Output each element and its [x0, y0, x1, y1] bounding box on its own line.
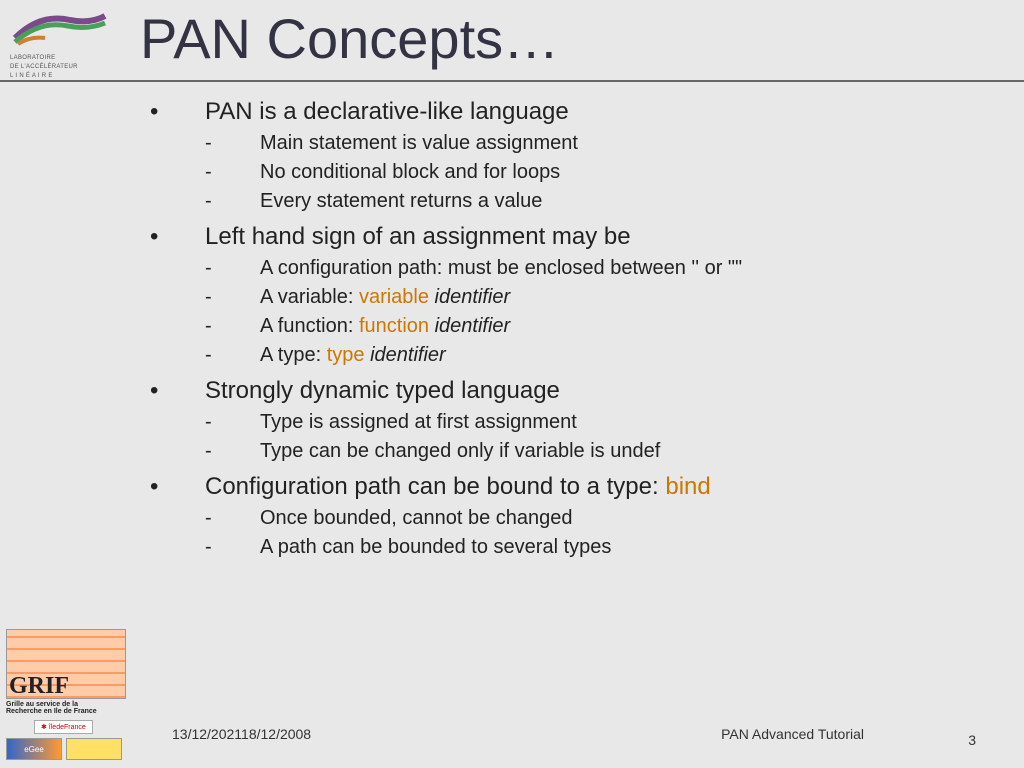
- bullet-dot-icon: •: [150, 223, 205, 251]
- sub-text: Main statement is value assignment: [260, 132, 578, 155]
- identifier: identifier: [429, 315, 510, 337]
- dash-icon: -: [205, 315, 260, 338]
- keyword: variable: [359, 286, 429, 308]
- dash-icon: -: [205, 507, 260, 530]
- dash-icon: -: [205, 440, 260, 463]
- sub-item: -No conditional block and for loops: [205, 161, 1000, 184]
- bullet-2: • Left hand sign of an assignment may be: [150, 223, 1000, 251]
- sub-text: A function: function identifier: [260, 315, 510, 338]
- sub-item: -Type can be changed only if variable is…: [205, 440, 1000, 463]
- content-area: • PAN is a declarative-like language -Ma…: [150, 98, 1000, 565]
- sub-prefix: A function:: [260, 315, 359, 337]
- dash-icon: -: [205, 132, 260, 155]
- lal-swoosh-icon: [10, 8, 110, 48]
- sub-item: -Every statement returns a value: [205, 190, 1000, 213]
- footer-page-number: 3: [968, 732, 976, 748]
- sub-prefix: A type:: [260, 344, 327, 366]
- sub-text: A variable: variable identifier: [260, 286, 510, 309]
- slide: LABORATOIRE DE L'ACCÉLÉRATEUR L I N É A …: [0, 0, 1024, 768]
- bullet-3-text: Strongly dynamic typed language: [205, 377, 560, 405]
- sub-item: -A type: type identifier: [205, 344, 1000, 367]
- sub-item: -Main statement is value assignment: [205, 132, 1000, 155]
- grif-subtitle-2: Recherche en Ile de France: [6, 708, 136, 716]
- bullet-2-text: Left hand sign of an assignment may be: [205, 223, 631, 251]
- sub-item: -A configuration path: must be enclosed …: [205, 257, 1000, 280]
- dash-icon: -: [205, 190, 260, 213]
- title-underline: [0, 80, 1024, 82]
- sub-item: -Once bounded, cannot be changed: [205, 507, 1000, 530]
- sub-prefix: A variable:: [260, 286, 359, 308]
- footer-date: 13/12/202118/12/2008: [172, 726, 311, 742]
- grif-subtitle-1: Grille au service de la: [6, 701, 136, 709]
- lab-logo: LABORATOIRE DE L'ACCÉLÉRATEUR L I N É A …: [10, 8, 125, 76]
- sub-item: -Type is assigned at first assignment: [205, 411, 1000, 434]
- sub-text: Every statement returns a value: [260, 190, 542, 213]
- dash-icon: -: [205, 411, 260, 434]
- bullet-4: • Configuration path can be bound to a t…: [150, 473, 1000, 501]
- identifier: identifier: [365, 344, 446, 366]
- keyword: bind: [665, 473, 710, 500]
- bullet-1: • PAN is a declarative-like language: [150, 98, 1000, 126]
- lab-text-1: LABORATOIRE: [10, 55, 125, 62]
- dash-icon: -: [205, 286, 260, 309]
- sub-text: A configuration path: must be enclosed b…: [260, 257, 742, 280]
- sub-item: -A variable: variable identifier: [205, 286, 1000, 309]
- sub-item: -A path can be bounded to several types: [205, 536, 1000, 559]
- lab-text-2: DE L'ACCÉLÉRATEUR: [10, 64, 125, 71]
- dash-icon: -: [205, 257, 260, 280]
- egee-logo-icon: eGee: [6, 738, 62, 760]
- bullet-3: • Strongly dynamic typed language: [150, 377, 1000, 405]
- region-badge: ✱ îledeFrance: [34, 720, 93, 734]
- sub-text: Type is assigned at first assignment: [260, 411, 577, 434]
- bullet-1-text: PAN is a declarative-like language: [205, 98, 569, 126]
- bullet-prefix: Configuration path can be bound to a typ…: [205, 473, 665, 500]
- sub-text: No conditional block and for loops: [260, 161, 560, 184]
- mini-logos-row: eGee: [6, 738, 136, 760]
- keyword: type: [327, 344, 365, 366]
- bullet-dot-icon: •: [150, 377, 205, 405]
- sub-item: -A function: function identifier: [205, 315, 1000, 338]
- footer-logos: GRIF Grille au service de la Recherche e…: [6, 629, 136, 760]
- slide-title: PAN Concepts…: [140, 6, 559, 71]
- bullet-4-text: Configuration path can be bound to a typ…: [205, 473, 711, 501]
- sub-text: A type: type identifier: [260, 344, 446, 367]
- sub-text: A path can be bounded to several types: [260, 536, 611, 559]
- identifier: identifier: [429, 286, 510, 308]
- bullet-dot-icon: •: [150, 98, 205, 126]
- dash-icon: -: [205, 344, 260, 367]
- dash-icon: -: [205, 161, 260, 184]
- partner-logo-icon: [66, 738, 122, 760]
- sub-text: Type can be changed only if variable is …: [260, 440, 660, 463]
- dash-icon: -: [205, 536, 260, 559]
- footer-tutorial-title: PAN Advanced Tutorial: [721, 726, 864, 742]
- sub-text: Once bounded, cannot be changed: [260, 507, 572, 530]
- grif-text: GRIF: [9, 673, 69, 700]
- grif-logo: GRIF: [6, 629, 126, 699]
- bullet-dot-icon: •: [150, 473, 205, 501]
- keyword: function: [359, 315, 429, 337]
